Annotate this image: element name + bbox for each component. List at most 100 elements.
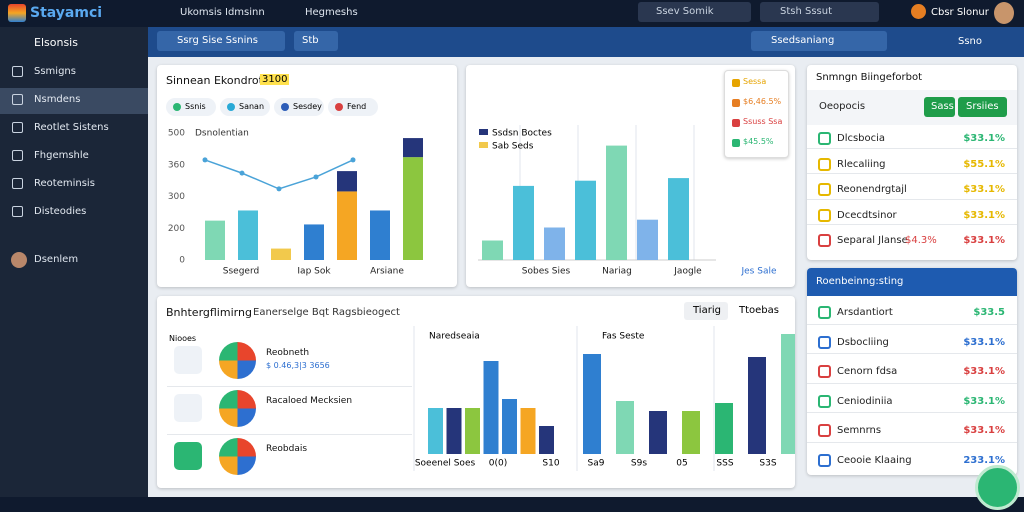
- popup-text: $45.5%: [743, 137, 774, 146]
- button[interactable]: Tiarig: [684, 302, 728, 320]
- menu-item[interactable]: Reotlet Sistens: [34, 122, 109, 133]
- bar: [606, 145, 627, 260]
- y-tick-label: 200: [168, 224, 185, 234]
- menu-item[interactable]: Fhgemshle: [34, 150, 89, 161]
- item-name[interactable]: Ceniodiniia: [837, 395, 893, 407]
- search-box[interactable]: Stsh Sssut: [760, 2, 879, 22]
- divider: [807, 224, 1017, 226]
- card: Roenbeinng:sting Arsdantiort $33.5 Dsbocli…: [807, 268, 1017, 475]
- bar: [428, 408, 443, 454]
- fab[interactable]: [975, 465, 1020, 510]
- item-value: $33.1%: [963, 366, 1005, 377]
- legend-label: Sanan: [239, 102, 265, 111]
- item-name[interactable]: Dlcsbocia: [837, 133, 886, 144]
- pie-icon: [219, 390, 256, 427]
- menu-icon: [12, 122, 23, 133]
- bar: [271, 248, 291, 260]
- item-name[interactable]: Arsdantiort: [837, 307, 893, 318]
- line: [204, 159, 354, 190]
- x-tick-label: Arsiane: [370, 267, 404, 277]
- popup-icon: [732, 79, 740, 87]
- nav-item[interactable]: Hegmeshs: [305, 7, 358, 18]
- top-bar: Stayamci Ukomsis Idmsinn Hegmeshs Ssev S…: [0, 0, 1024, 27]
- menu-item[interactable]: Nsmdens: [34, 94, 81, 105]
- divider: [807, 441, 1017, 443]
- item-icon: [818, 132, 831, 145]
- filter-dropdown[interactable]: Ssrg Sise Ssnins: [157, 31, 285, 51]
- item-value: $33.1%: [963, 133, 1005, 144]
- item-name[interactable]: Semnrns: [837, 425, 882, 436]
- item-icon: [174, 346, 202, 374]
- line-point: [350, 157, 356, 163]
- search-box[interactable]: Ssedsaniang: [751, 31, 887, 51]
- bar: [616, 401, 634, 454]
- item-name[interactable]: Dsbocliing: [837, 336, 889, 348]
- dropdown[interactable]: Ttoebas: [739, 305, 779, 316]
- legend-swatch: [479, 129, 488, 135]
- x-tick-label: Ssegerd: [223, 267, 259, 277]
- bar: [483, 361, 499, 454]
- bar: [403, 138, 423, 158]
- profile-photo[interactable]: [994, 2, 1014, 24]
- chart-label: Naredseaia: [429, 332, 480, 342]
- item-value: $33.1%: [963, 395, 1005, 407]
- line-point: [313, 174, 319, 180]
- menu-icon: [12, 66, 23, 77]
- item-name[interactable]: Ceooie Klaaing: [837, 454, 912, 466]
- card-subtitle: Eanerselge Bqt Ragsbieogect: [253, 307, 400, 318]
- item-name[interactable]: Dcecdtsinor: [837, 209, 897, 221]
- item-name[interactable]: Rlecaliing: [837, 158, 886, 170]
- legend-pill: [328, 98, 378, 116]
- bar: [370, 210, 390, 260]
- x-tick-label: Nariag: [602, 267, 632, 277]
- menu-icon: [12, 150, 23, 161]
- item-name[interactable]: Cenorn fdsa: [837, 366, 898, 377]
- item-name[interactable]: Separal Jlanse: [837, 235, 908, 246]
- list-label: Niooes: [169, 334, 197, 343]
- item-name[interactable]: Reobdais: [266, 444, 308, 454]
- search-box[interactable]: Ssev Somik: [638, 2, 751, 22]
- avatar: [911, 4, 926, 19]
- logo: Stayamci: [30, 5, 103, 21]
- nav-item[interactable]: Ukomsis Idmsinn: [180, 7, 265, 18]
- x-tick-label: Soeenel Soes: [415, 459, 476, 469]
- sub-bar: Ssrg Sise Ssnins Stb Ssedsaniang Ssno: [148, 27, 1024, 57]
- chart: Dsnolentian 500 360 300 200 0 Ssegerd Iap Sok Ar…: [168, 129, 423, 277]
- card-header: [807, 268, 1017, 296]
- divider: [807, 353, 1017, 355]
- item-icon: [818, 365, 831, 378]
- bar: [748, 357, 766, 454]
- user-name[interactable]: Cbsr Slonur: [931, 7, 989, 18]
- bar: [583, 354, 601, 454]
- bar: [781, 334, 795, 454]
- menu-item[interactable]: Reoteminsis: [34, 178, 95, 189]
- legend-pill: [166, 98, 216, 116]
- x-tick-label: 05: [676, 459, 687, 469]
- button[interactable]: Sass: [924, 97, 955, 117]
- legend-dot: [335, 103, 343, 111]
- item-name[interactable]: Reobneth: [266, 348, 310, 358]
- item-name[interactable]: Racaloed Mecksien: [266, 396, 353, 406]
- bar: [304, 224, 324, 260]
- card-title: Bnhtergflimirng: [166, 306, 252, 319]
- tab[interactable]: Stb: [294, 31, 338, 51]
- x-tick-label: 0(0): [489, 459, 507, 469]
- item-value: $33.1%: [963, 235, 1005, 246]
- item-value: $33.1%: [963, 336, 1005, 348]
- item-value: $33.1%: [963, 425, 1005, 436]
- legend-pill: [220, 98, 270, 116]
- item-name[interactable]: Reonendrgtajl: [837, 184, 907, 195]
- divider: [807, 412, 1017, 414]
- menu-item[interactable]: Disteodies: [34, 206, 87, 217]
- item-icon: [818, 453, 831, 467]
- sidebar-user[interactable]: Dsenlem: [34, 254, 79, 265]
- card-title: Snmngn Biingeforbot: [816, 72, 923, 83]
- popup-icon: [732, 139, 740, 147]
- divider: [807, 198, 1017, 200]
- action[interactable]: Ssno: [958, 36, 983, 47]
- bar: [205, 220, 225, 260]
- divider: [167, 386, 412, 387]
- button[interactable]: Srsiies: [958, 97, 1007, 117]
- menu-item[interactable]: Ssmigns: [34, 66, 76, 77]
- y-tick-label: 0: [179, 256, 185, 266]
